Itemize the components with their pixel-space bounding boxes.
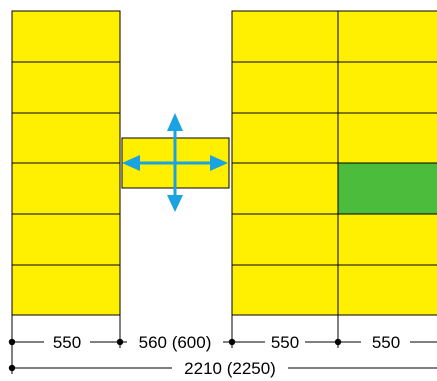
- left-panel: [11, 10, 121, 316]
- right-panel-cell: [231, 264, 339, 316]
- right-panel-cell: [231, 10, 339, 63]
- left-panel-cell: [11, 264, 121, 316]
- right-panel-cell: [337, 112, 437, 164]
- left-panel-cell: [11, 112, 121, 164]
- dimension-row-segments: 550 560 (600) 550 550: [8, 333, 437, 352]
- left-panel-cell: [11, 162, 121, 215]
- right-panel-cell: [337, 213, 437, 266]
- dimension-label-segment-2: 560 (600): [139, 333, 212, 352]
- right-panel-cell: [231, 112, 339, 164]
- right-panel-cell: [337, 10, 437, 63]
- dimension-node: [116, 338, 124, 346]
- dimension-label-segment-4: 550: [372, 333, 400, 352]
- dimension-label-total: 2210 (2250): [184, 359, 276, 378]
- dimension-node: [334, 338, 342, 346]
- right-panel: [231, 10, 437, 316]
- right-panel-cell: [337, 61, 437, 114]
- dimension-node: [8, 364, 16, 372]
- left-panel-cell: [11, 213, 121, 266]
- dimension-label-segment-3: 550: [271, 333, 299, 352]
- dimension-node: [8, 338, 16, 346]
- right-panel-cell: [231, 213, 339, 266]
- right-panel-cell: [337, 264, 437, 316]
- movable-tile[interactable]: [121, 113, 230, 212]
- left-panel-cell: [11, 10, 121, 63]
- right-panel-cell-highlighted: [337, 162, 437, 215]
- right-panel-cell: [231, 61, 339, 114]
- right-panel-cell: [231, 162, 339, 215]
- left-panel-cell: [11, 61, 121, 114]
- dimension-row-total: 2210 (2250): [8, 359, 437, 378]
- dimension-label-segment-1: 550: [53, 333, 81, 352]
- dimension-node: [228, 338, 236, 346]
- four-way-move-arrows-icon: [122, 113, 228, 212]
